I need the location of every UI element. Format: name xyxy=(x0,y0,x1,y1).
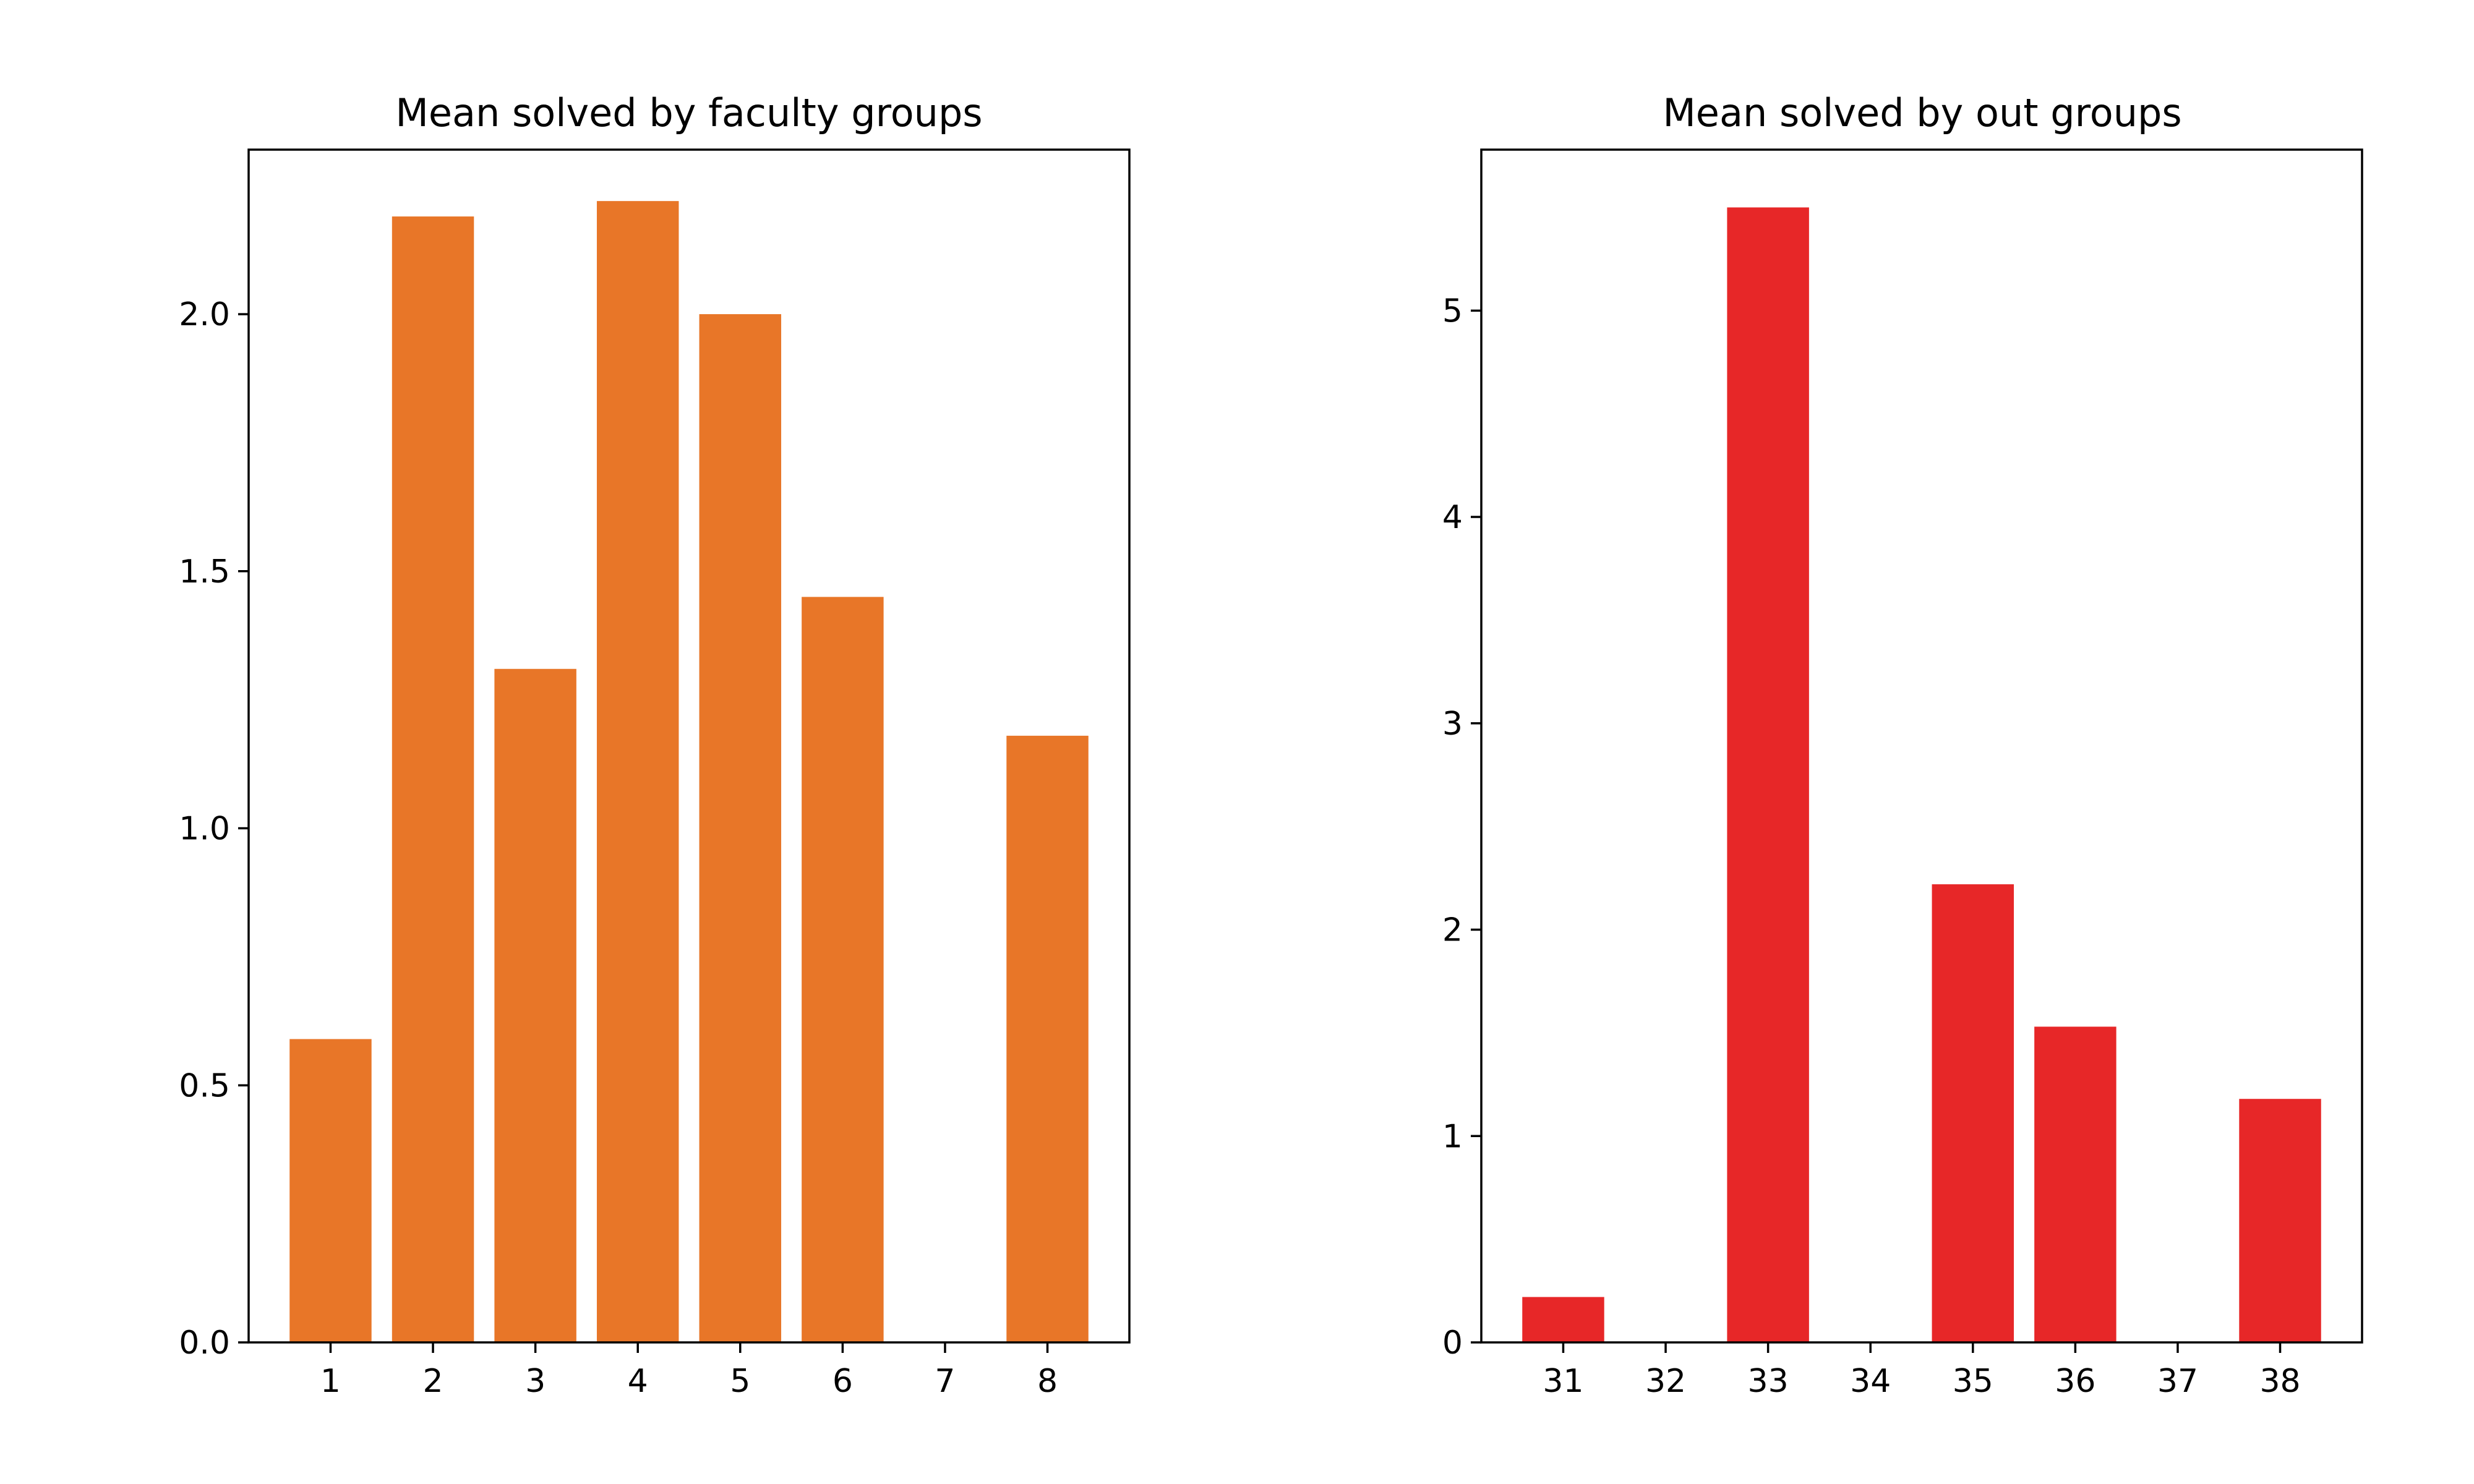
bar-6 xyxy=(802,597,884,1342)
x-tick-label: 3 xyxy=(525,1363,546,1400)
y-tick-label: 1 xyxy=(1442,1118,1463,1155)
bar-36 xyxy=(2034,1026,2117,1342)
x-tick-label: 32 xyxy=(1645,1363,1686,1400)
y-tick-label: 5 xyxy=(1442,292,1463,330)
faculty-groups-chart: Mean solved by faculty groups 0.0 0.5 1.0 1… xyxy=(179,90,1131,1400)
x-tick-label: 35 xyxy=(1953,1363,1993,1400)
y-tick-label: 4 xyxy=(1442,499,1463,536)
axes-frame xyxy=(247,148,1131,1344)
x-tick-label: 37 xyxy=(2157,1363,2198,1400)
x-tick-label: 38 xyxy=(2259,1363,2300,1400)
x-tick-label: 2 xyxy=(422,1363,443,1400)
y-tick-label: 2 xyxy=(1442,912,1463,949)
bars xyxy=(289,201,1089,1343)
y-tick-label: 1.5 xyxy=(179,553,230,591)
bar-31 xyxy=(1522,1297,1604,1342)
chart-title: Mean solved by out groups xyxy=(1663,90,2181,135)
x-axis: 1 2 3 4 5 6 7 8 xyxy=(320,1342,1058,1400)
x-tick-label: 5 xyxy=(730,1363,750,1400)
x-tick-label: 33 xyxy=(1748,1363,1789,1400)
y-tick-label: 3 xyxy=(1442,706,1463,743)
bar-8 xyxy=(1006,735,1089,1342)
y-tick-label: 1.0 xyxy=(179,811,230,848)
x-tick-label: 1 xyxy=(320,1363,341,1400)
bar-1 xyxy=(289,1039,372,1342)
x-axis: 31 32 33 34 35 36 37 38 xyxy=(1543,1342,2301,1400)
bar-5 xyxy=(699,314,782,1342)
bars xyxy=(1522,207,2321,1342)
y-tick-label: 0.5 xyxy=(179,1067,230,1104)
x-tick-label: 4 xyxy=(628,1363,648,1400)
x-tick-label: 31 xyxy=(1543,1363,1583,1400)
chart-title: Mean solved by faculty groups xyxy=(395,90,982,135)
bar-3 xyxy=(494,668,576,1342)
bar-4 xyxy=(596,201,679,1343)
y-tick-label: 0 xyxy=(1442,1324,1463,1362)
y-tick-label: 2.0 xyxy=(179,296,230,333)
bar-2 xyxy=(392,216,474,1342)
x-tick-label: 6 xyxy=(833,1363,853,1400)
bar-35 xyxy=(1932,884,2014,1342)
bar-38 xyxy=(2239,1099,2321,1342)
x-tick-label: 36 xyxy=(2055,1363,2095,1400)
x-tick-label: 34 xyxy=(1850,1363,1891,1400)
bar-33 xyxy=(1727,207,1809,1342)
x-tick-label: 7 xyxy=(935,1363,955,1400)
y-tick-label: 0.0 xyxy=(179,1324,230,1362)
y-axis: 0 1 2 3 4 5 xyxy=(1442,292,1481,1362)
x-tick-label: 8 xyxy=(1037,1363,1058,1400)
y-axis: 0.0 0.5 1.0 1.5 2.0 xyxy=(179,296,249,1362)
axes-frame xyxy=(1480,148,2363,1344)
